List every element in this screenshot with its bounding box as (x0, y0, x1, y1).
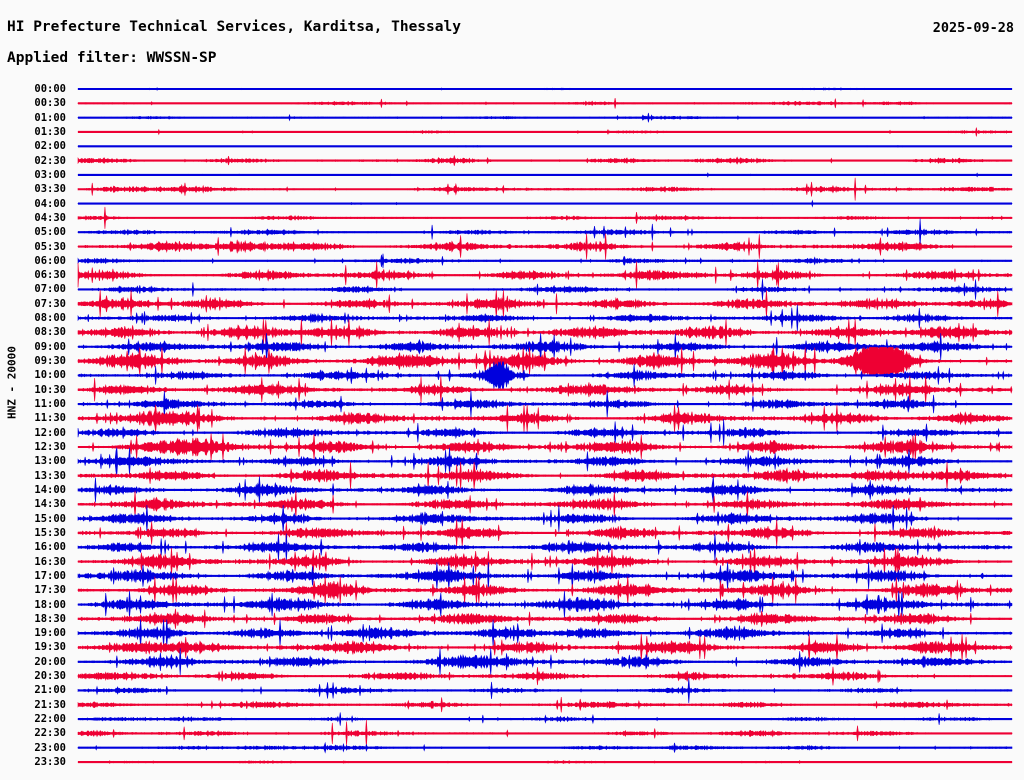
time-tick-label: 03:00 (34, 168, 66, 181)
time-tick-label: 06:30 (34, 269, 66, 282)
time-tick-label: 06:00 (34, 254, 66, 267)
time-tick-label: 21:30 (34, 698, 66, 711)
time-tick-label: 08:00 (34, 312, 66, 325)
time-tick-label: 10:30 (34, 383, 66, 396)
time-tick-label: 20:30 (34, 670, 66, 683)
time-tick-label: 16:00 (34, 541, 66, 554)
time-tick-label: 07:00 (34, 283, 66, 296)
time-tick-label: 19:00 (34, 627, 66, 640)
seismogram-traces (77, 87, 1013, 765)
helicorder-plot: 00:00 00:30 01:00 01:30 02:00 02:30 03:00 03:30… (0, 78, 1024, 778)
time-tick-label: 00:30 (34, 97, 66, 110)
time-tick-label: 23:00 (34, 741, 66, 754)
time-tick-label: 14:00 (34, 483, 66, 496)
time-tick-label: 10:00 (34, 369, 66, 382)
time-tick-label: 08:30 (34, 326, 66, 339)
page-title: HI Prefecture Technical Services, Kardit… (7, 19, 461, 35)
time-tick-label: 11:30 (34, 412, 66, 425)
time-tick-label: 12:00 (34, 426, 66, 439)
time-tick-label: 14:30 (34, 498, 66, 511)
time-tick-label: 09:00 (34, 340, 66, 353)
time-tick-label: 13:30 (34, 469, 66, 482)
time-tick-label: 00:00 (34, 83, 66, 95)
time-tick-label: 15:30 (34, 526, 66, 539)
time-tick-label: 22:00 (34, 713, 66, 726)
time-tick-label: 04:30 (34, 211, 66, 224)
time-tick-label: 11:00 (34, 398, 66, 411)
time-tick-label: 12:30 (34, 441, 66, 453)
time-tick-label: 17:30 (34, 584, 66, 597)
time-tick-label: 22:30 (34, 727, 66, 740)
time-tick-label: 13:00 (34, 455, 66, 468)
time-tick-label: 21:00 (34, 684, 66, 697)
applied-filter-label: Applied filter: WWSSN-SP (7, 50, 217, 66)
time-tick-label: 05:30 (34, 240, 66, 253)
time-tick-label: 01:30 (34, 125, 66, 138)
time-tick-label: 01:00 (34, 111, 66, 124)
time-tick-label: 17:00 (34, 569, 66, 582)
time-tick-label: 02:30 (34, 154, 66, 167)
time-tick-label: 07:30 (34, 297, 66, 310)
time-axis: 00:00 00:30 01:00 01:30 02:00 02:30 03:00 03:30… (0, 78, 78, 778)
time-tick-label: 15:00 (34, 512, 66, 525)
time-tick-label: 23:30 (34, 756, 66, 769)
time-tick-label: 03:30 (34, 183, 66, 196)
time-tick-label: 05:00 (34, 226, 66, 239)
time-tick-label: 19:30 (34, 641, 66, 654)
time-tick-label: 18:30 (34, 612, 66, 625)
time-tick-label: 04:00 (34, 197, 66, 210)
time-tick-label: 18:00 (34, 598, 66, 611)
time-tick-label: 09:30 (34, 355, 66, 368)
record-date: 2025-09-28 (932, 20, 1014, 36)
time-tick-label: 02:00 (34, 140, 66, 153)
time-tick-label: 20:00 (34, 655, 66, 668)
time-tick-label: 16:30 (34, 555, 66, 568)
